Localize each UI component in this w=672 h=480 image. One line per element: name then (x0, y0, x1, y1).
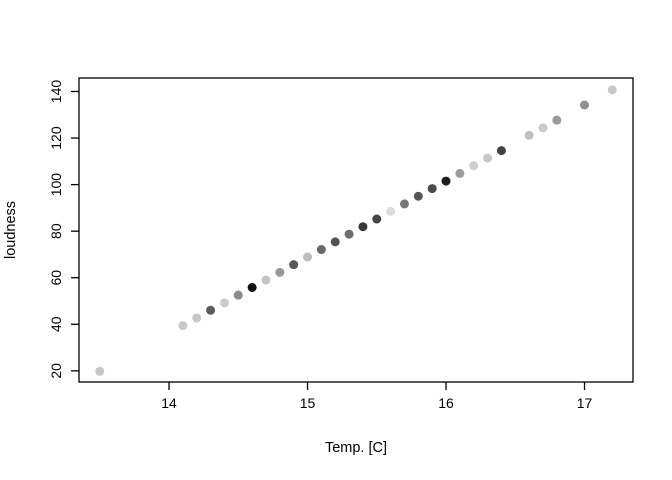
data-point (219, 298, 229, 308)
data-point (233, 290, 243, 300)
data-point (427, 184, 437, 194)
data-point (358, 222, 368, 232)
data-point (303, 252, 313, 262)
data-point (192, 313, 202, 323)
x-tick-label: 14 (161, 395, 177, 411)
data-point (330, 237, 340, 247)
data-point (483, 153, 493, 163)
data-point (580, 100, 590, 110)
x-axis-title: Temp. [C] (324, 440, 388, 456)
data-point (455, 168, 465, 178)
data-point (344, 229, 354, 239)
x-tick-label: 17 (577, 395, 593, 411)
data-point (441, 176, 451, 186)
data-point (399, 199, 409, 209)
data-point (496, 146, 506, 156)
data-point (469, 161, 479, 171)
data-point (607, 85, 617, 95)
data-point (413, 191, 423, 201)
y-tick-label: 20 (48, 363, 64, 379)
x-tick-label: 15 (300, 395, 316, 411)
y-tick-label: 80 (48, 223, 64, 239)
data-point (316, 245, 326, 255)
data-point (552, 115, 562, 125)
data-point (178, 321, 188, 331)
plot-box (78, 77, 634, 383)
data-point (261, 275, 271, 285)
y-tick-label: 120 (48, 126, 64, 150)
data-point (372, 214, 382, 224)
data-point (206, 305, 216, 315)
data-point (386, 206, 396, 216)
y-axis-title: loudness (3, 200, 19, 260)
x-tick-label: 16 (438, 395, 454, 411)
y-tick-label: 140 (48, 80, 64, 104)
y-tick-label: 40 (48, 316, 64, 332)
data-point (247, 282, 257, 292)
data-point (524, 130, 534, 140)
data-point (95, 366, 105, 376)
data-point (289, 260, 299, 270)
y-tick-label: 100 (48, 173, 64, 197)
data-point (538, 123, 548, 133)
y-tick-label: 60 (48, 270, 64, 286)
data-point (275, 267, 285, 277)
